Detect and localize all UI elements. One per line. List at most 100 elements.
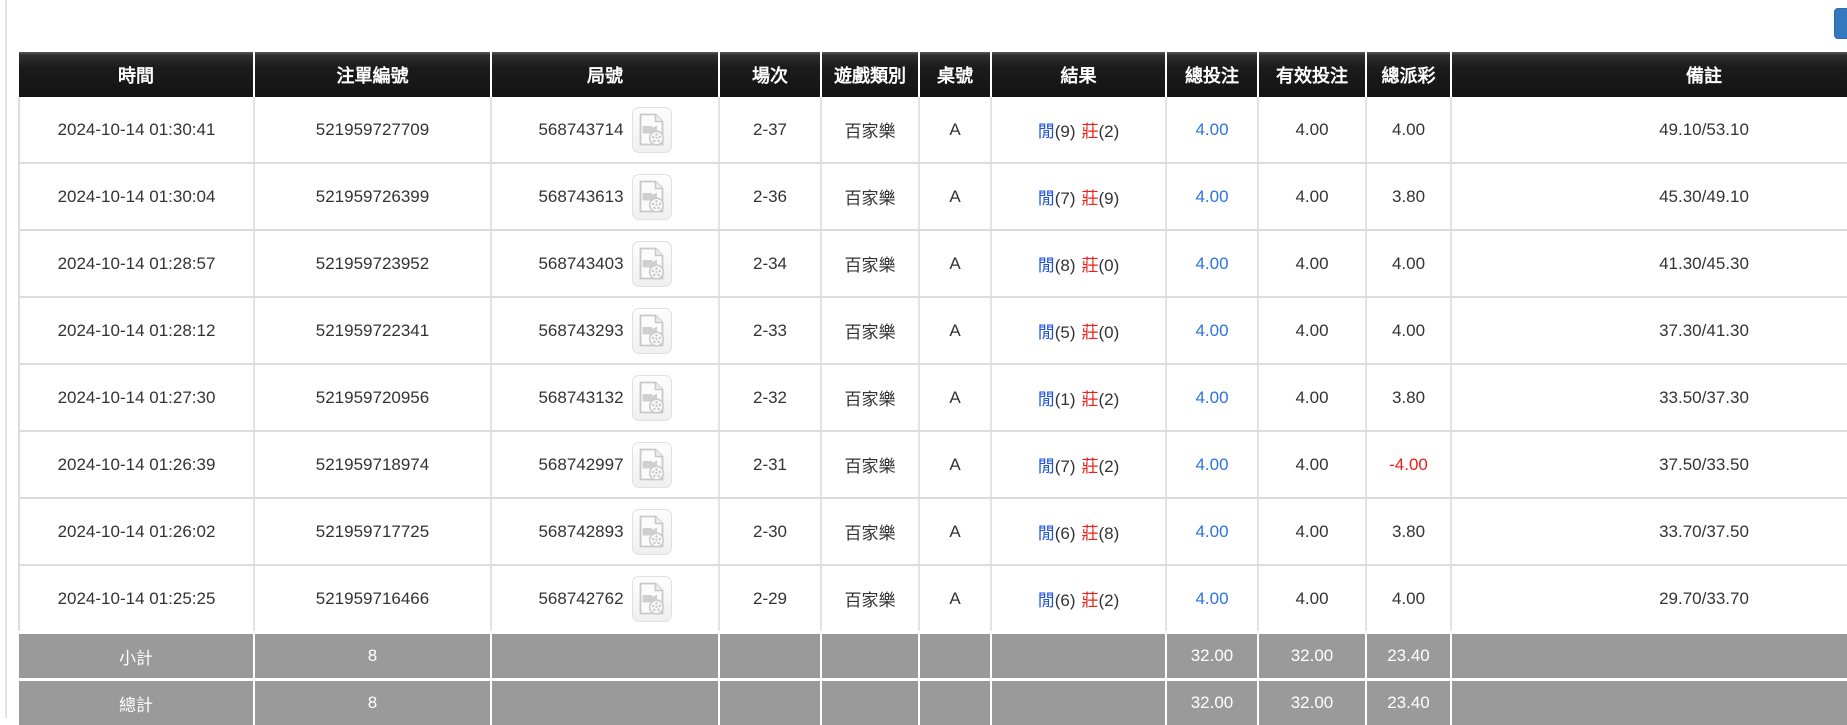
- total-total-bet: 32.00: [1166, 680, 1258, 725]
- video-replay-button[interactable]: [632, 375, 672, 421]
- total-bet-link[interactable]: 4.00: [1195, 522, 1228, 541]
- video-file-icon: [638, 582, 666, 616]
- result-player-label: 閒: [1038, 122, 1055, 141]
- cell-time: 2024-10-14 01:26:39: [19, 431, 254, 498]
- cell-total-bet: 4.00: [1166, 431, 1258, 498]
- cell-total-bet: 4.00: [1166, 364, 1258, 431]
- cell-round-id: 568743132: [491, 364, 719, 431]
- cell-payout: 4.00: [1366, 297, 1451, 364]
- total-payout: 23.40: [1366, 680, 1451, 725]
- video-file-icon: [638, 448, 666, 482]
- result-banker-score: (8): [1099, 524, 1120, 543]
- result-player-score: (6): [1055, 591, 1076, 610]
- result-player-score: (1): [1055, 390, 1076, 409]
- video-replay-button[interactable]: [632, 308, 672, 354]
- total-bet-link[interactable]: 4.00: [1195, 120, 1228, 139]
- cell-session: 2-33: [719, 297, 821, 364]
- cell-game-type: 百家樂: [821, 97, 919, 163]
- total-bet-link[interactable]: 4.00: [1195, 187, 1228, 206]
- total-bet-link[interactable]: 4.00: [1195, 254, 1228, 273]
- table-row: 2024-10-14 01:30:04 521959726399 5687436…: [19, 163, 1847, 230]
- payout-value: -4.00: [1389, 455, 1428, 474]
- header-table-no: 桌號: [919, 52, 991, 97]
- total-empty-round: [491, 680, 719, 725]
- video-file-icon: [638, 113, 666, 147]
- video-replay-button[interactable]: [632, 442, 672, 488]
- total-remark: [1451, 680, 1847, 725]
- header-total-bet: 總投注: [1166, 52, 1258, 97]
- video-file-icon: [638, 247, 666, 281]
- cell-valid-bet: 4.00: [1258, 297, 1366, 364]
- bet-history-table: 時間 注單編號 局號 場次 遊戲類別 桌號 結果 總投注 有效投注 總派彩 備註…: [18, 52, 1847, 725]
- cell-game-type: 百家樂: [821, 431, 919, 498]
- header-total-payout: 總派彩: [1366, 52, 1451, 97]
- video-replay-button[interactable]: [632, 509, 672, 555]
- subtotal-empty-session: [719, 633, 821, 680]
- subtotal-row: 小計 8 32.00 32.00 23.40: [19, 633, 1847, 680]
- cell-table-no: A: [919, 364, 991, 431]
- cell-round-id: 568742762: [491, 565, 719, 633]
- video-replay-button[interactable]: [632, 241, 672, 287]
- table-row: 2024-10-14 01:27:30 521959720956 5687431…: [19, 364, 1847, 431]
- total-label: 總計: [19, 680, 254, 725]
- total-bet-link[interactable]: 4.00: [1195, 388, 1228, 407]
- header-remark: 備註: [1451, 52, 1847, 97]
- subtotal-payout: 23.40: [1366, 633, 1451, 680]
- video-replay-button[interactable]: [632, 174, 672, 220]
- round-id-text: 568742762: [538, 589, 623, 609]
- round-id-text: 568743714: [538, 120, 623, 140]
- result-player-label: 閒: [1038, 524, 1055, 543]
- cell-payout: 4.00: [1366, 230, 1451, 297]
- result-player-score: (9): [1055, 122, 1076, 141]
- cell-total-bet: 4.00: [1166, 565, 1258, 633]
- cell-total-bet: 4.00: [1166, 97, 1258, 163]
- cell-result: 閒(1)莊(2): [991, 364, 1166, 431]
- video-file-icon: [638, 180, 666, 214]
- cell-session: 2-37: [719, 97, 821, 163]
- cell-table-no: A: [919, 230, 991, 297]
- result-player-label: 閒: [1038, 323, 1055, 342]
- header-game-type: 遊戲類別: [821, 52, 919, 97]
- result-player-score: (5): [1055, 323, 1076, 342]
- cell-total-bet: 4.00: [1166, 230, 1258, 297]
- cell-round-id: 568742997: [491, 431, 719, 498]
- left-edge-divider: [5, 0, 7, 718]
- cell-time: 2024-10-14 01:26:02: [19, 498, 254, 565]
- cell-bet-id: 521959718974: [254, 431, 491, 498]
- total-empty-table: [919, 680, 991, 725]
- total-valid-bet: 32.00: [1258, 680, 1366, 725]
- cell-remark: 37.30/41.30: [1451, 297, 1847, 364]
- video-replay-button[interactable]: [632, 107, 672, 153]
- total-empty-result: [991, 680, 1166, 725]
- cell-result: 閒(9)莊(2): [991, 97, 1166, 163]
- result-player-score: (6): [1055, 524, 1076, 543]
- partial-blue-button[interactable]: [1834, 8, 1847, 39]
- cell-bet-id: 521959727709: [254, 97, 491, 163]
- cell-round-id: 568743714: [491, 97, 719, 163]
- cell-round-id: 568742893: [491, 498, 719, 565]
- result-player-label: 閒: [1038, 256, 1055, 275]
- subtotal-total-bet: 32.00: [1166, 633, 1258, 680]
- result-banker-label: 莊: [1082, 122, 1099, 141]
- total-bet-link[interactable]: 4.00: [1195, 455, 1228, 474]
- result-banker-label: 莊: [1082, 256, 1099, 275]
- total-row: 總計 8 32.00 32.00 23.40: [19, 680, 1847, 725]
- cell-result: 閒(7)莊(9): [991, 163, 1166, 230]
- cell-game-type: 百家樂: [821, 498, 919, 565]
- total-bet-link[interactable]: 4.00: [1195, 321, 1228, 340]
- result-player-label: 閒: [1038, 591, 1055, 610]
- payout-value: 3.80: [1392, 187, 1425, 206]
- cell-table-no: A: [919, 498, 991, 565]
- result-player-score: (7): [1055, 457, 1076, 476]
- result-banker-label: 莊: [1082, 189, 1099, 208]
- cell-time: 2024-10-14 01:27:30: [19, 364, 254, 431]
- payout-value: 4.00: [1392, 120, 1425, 139]
- payout-value: 4.00: [1392, 589, 1425, 608]
- video-replay-button[interactable]: [632, 576, 672, 622]
- total-bet-link[interactable]: 4.00: [1195, 589, 1228, 608]
- cell-table-no: A: [919, 565, 991, 633]
- cell-time: 2024-10-14 01:30:04: [19, 163, 254, 230]
- payout-value: 3.80: [1392, 522, 1425, 541]
- result-banker-label: 莊: [1082, 457, 1099, 476]
